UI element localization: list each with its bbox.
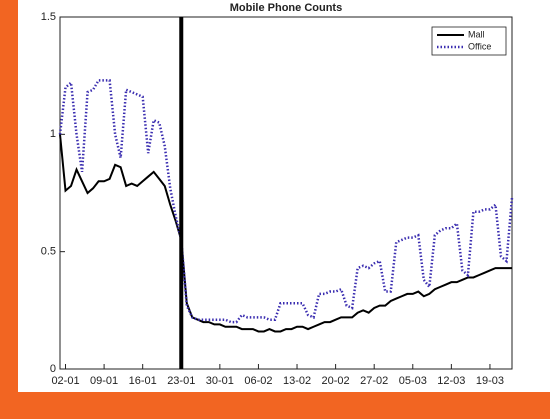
- x-tick-label: 20-02: [322, 375, 350, 387]
- x-tick-label: 09-01: [90, 375, 118, 387]
- y-tick-label: 0: [50, 363, 56, 375]
- plot-frame: [59, 16, 513, 370]
- series-line: [59, 134, 512, 333]
- chart-title: Mobile Phone Counts: [230, 2, 342, 14]
- y-tick-label: 1.5: [41, 11, 56, 23]
- x-tick-label: 30-01: [206, 375, 234, 387]
- legend-box: [431, 26, 507, 56]
- y-tick-label: 0.5: [41, 246, 56, 258]
- panel: [18, 0, 550, 392]
- legend-label: Mall: [468, 29, 485, 39]
- series-line: [58, 79, 514, 324]
- y-tick-label: 1: [50, 128, 56, 140]
- x-tick-label: 06-02: [244, 375, 272, 387]
- x-tick-label: 12-03: [437, 375, 465, 387]
- x-tick-label: 23-01: [167, 375, 195, 387]
- x-tick-label: 16-01: [129, 375, 157, 387]
- x-tick-label: 27-02: [360, 375, 388, 387]
- x-tick-label: 13-02: [283, 375, 311, 387]
- x-tick-label: 02-01: [51, 375, 79, 387]
- x-tick-label: 05-03: [399, 375, 427, 387]
- x-tick-label: 19-03: [476, 375, 504, 387]
- legend-label: Office: [468, 41, 491, 51]
